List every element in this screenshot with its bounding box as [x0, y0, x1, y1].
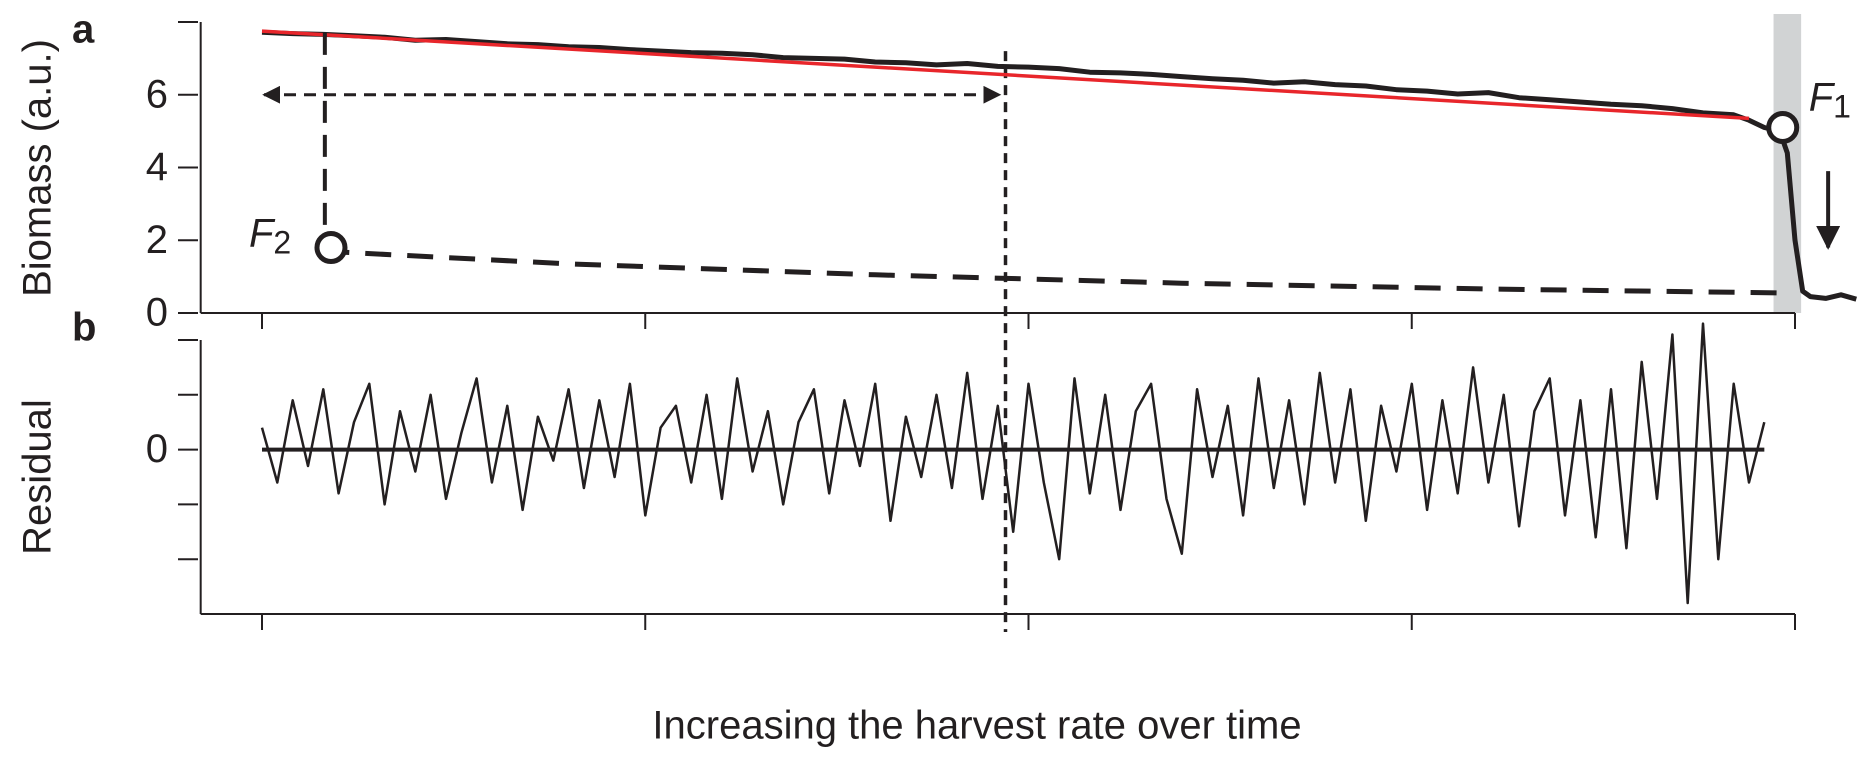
- point-label-main: F: [249, 211, 276, 255]
- panel-label: b: [72, 306, 96, 350]
- point-label-sub: 2: [273, 225, 291, 261]
- x-axis-label: Increasing the harvest rate over time: [652, 704, 1301, 748]
- panel-label: a: [72, 8, 95, 52]
- point-label: F1: [1809, 75, 1851, 125]
- state-point: [1766, 110, 1800, 144]
- y-tick-label: 2: [146, 218, 168, 262]
- line-series: [323, 248, 1788, 296]
- y-tick-label: 6: [146, 72, 168, 116]
- point-label: F2: [249, 211, 291, 261]
- y-axis-label: Residual: [16, 399, 60, 555]
- line-series: [260, 322, 1766, 605]
- y-tick-label: 0: [146, 427, 168, 471]
- y-tick-label: 4: [146, 145, 168, 189]
- state-point: [314, 231, 348, 265]
- point-label-main: F: [1809, 75, 1836, 119]
- y-tick-label: 0: [146, 291, 168, 335]
- point-label-sub: 1: [1833, 89, 1851, 125]
- y-axis-label: Biomass (a.u.): [16, 39, 60, 297]
- line-series: [261, 29, 1750, 121]
